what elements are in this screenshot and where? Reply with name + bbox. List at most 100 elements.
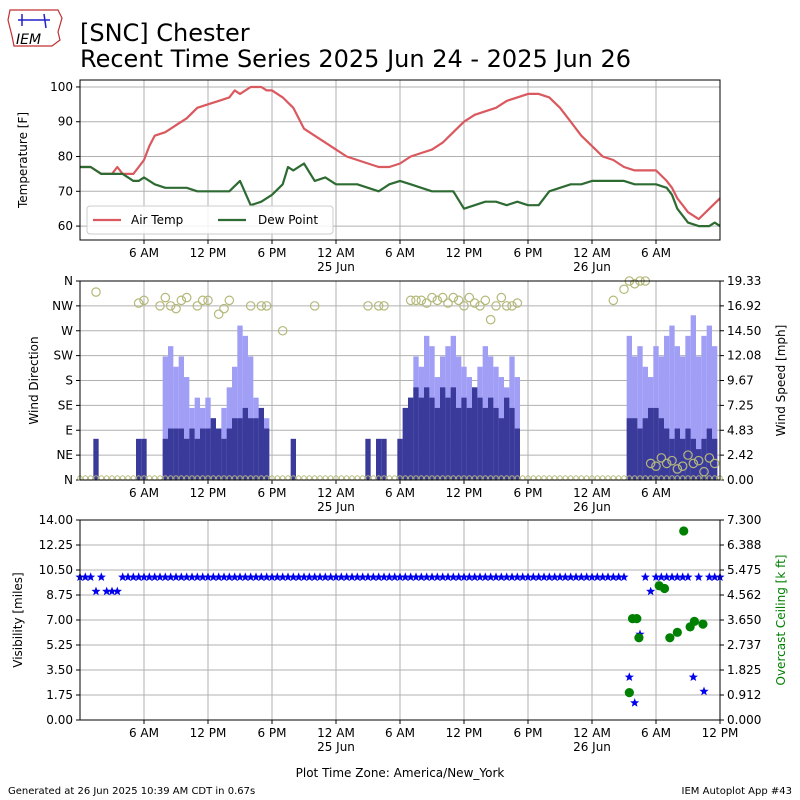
speed-bar bbox=[136, 438, 142, 480]
speed-bar bbox=[178, 428, 184, 480]
gust-bar bbox=[637, 346, 643, 480]
x-tick-label: 12 AM bbox=[317, 246, 355, 260]
visibility-marker bbox=[123, 572, 133, 581]
visibility-marker bbox=[331, 572, 341, 581]
ceiling-marker bbox=[665, 633, 675, 643]
y-axis-label: Visibility [miles] bbox=[11, 572, 25, 667]
y2-axis-label: Wind Speed [mph] bbox=[774, 325, 788, 437]
x-tick-label: 12 PM bbox=[190, 486, 227, 500]
visibility-marker bbox=[235, 572, 245, 581]
visibility-marker bbox=[576, 572, 586, 581]
visibility-marker bbox=[208, 572, 218, 581]
wind-direction-marker bbox=[704, 453, 715, 463]
iem-logo: IEM bbox=[7, 9, 63, 48]
ceiling-marker bbox=[679, 526, 689, 536]
speed-bar bbox=[397, 438, 403, 480]
speed-bar bbox=[434, 407, 440, 480]
wind-direction-marker bbox=[203, 295, 213, 306]
visibility-marker bbox=[160, 572, 170, 581]
visibility-tick-label: 12.25 bbox=[39, 538, 73, 552]
visibility-marker bbox=[294, 572, 304, 581]
speed-bar bbox=[194, 438, 200, 480]
wind-direction-marker bbox=[443, 298, 453, 308]
speed-bar bbox=[632, 418, 638, 480]
speed-bar bbox=[290, 438, 296, 480]
visibility-marker bbox=[390, 572, 400, 581]
visibility-marker bbox=[614, 572, 624, 581]
speed-bar bbox=[456, 407, 462, 480]
visibility-marker bbox=[86, 572, 96, 581]
wind-direction-marker bbox=[480, 295, 491, 306]
visibility-marker bbox=[603, 572, 613, 581]
wind-direction-marker bbox=[432, 295, 443, 306]
visibility-marker bbox=[256, 572, 266, 581]
visibility-marker bbox=[523, 572, 533, 581]
y-tick-label: 100 bbox=[50, 80, 73, 94]
speed-bar bbox=[408, 397, 414, 480]
visibility-tick-label: 0.00 bbox=[46, 713, 73, 727]
ceiling-tick-label: 0.000 bbox=[727, 713, 761, 727]
visibility-marker bbox=[571, 572, 581, 581]
ceiling-marker bbox=[659, 583, 670, 594]
visibility-marker bbox=[283, 572, 293, 581]
wind-panel: N NE E SE S SW W NW N 0.00 2.42 4.83 7.25 9.67 12.08 14… bbox=[27, 274, 788, 514]
visibility-marker bbox=[336, 572, 346, 581]
gust-bar bbox=[712, 346, 718, 480]
visibility-marker bbox=[182, 572, 192, 581]
speed-bar bbox=[466, 407, 472, 480]
ceiling-tick-label: 0.912 bbox=[727, 688, 761, 702]
visibility-marker bbox=[694, 572, 704, 581]
speed-bar bbox=[674, 428, 680, 480]
visibility-marker bbox=[139, 572, 149, 581]
visibility-marker bbox=[102, 586, 112, 596]
direction-tick-label: NE bbox=[56, 448, 73, 462]
visibility-marker bbox=[555, 572, 565, 581]
speed-tick-label: 7.25 bbox=[727, 398, 754, 412]
speed-bar bbox=[242, 407, 248, 480]
plot-frame bbox=[79, 280, 721, 481]
x-tick-label: 6 PM bbox=[513, 726, 542, 740]
visibility-marker bbox=[710, 572, 720, 581]
x-tick-label: 6 AM bbox=[129, 246, 159, 260]
visibility-tick-label: 5.25 bbox=[46, 638, 73, 652]
wind-direction-marker bbox=[379, 301, 389, 311]
visibility-marker bbox=[150, 572, 160, 581]
x-tick-label: 6 AM bbox=[129, 486, 159, 500]
speed-bar bbox=[365, 438, 371, 480]
gust-bar bbox=[248, 356, 254, 480]
wind-direction-marker bbox=[171, 303, 181, 314]
wind-direction-marker bbox=[256, 301, 267, 311]
visibility-marker bbox=[262, 572, 272, 581]
wind-direction-marker bbox=[453, 295, 464, 306]
visibility-marker bbox=[166, 572, 176, 581]
x-tick-label: 6 PM bbox=[257, 726, 286, 740]
wind-direction-marker bbox=[133, 298, 144, 308]
x-tick-sublabel: 26 Jun bbox=[573, 260, 611, 274]
wind-direction-marker bbox=[165, 301, 176, 311]
wind-direction-marker bbox=[512, 298, 523, 308]
gust-bar bbox=[237, 325, 243, 480]
speed-tick-label: 19.33 bbox=[727, 274, 761, 288]
wind-direction-marker bbox=[197, 295, 208, 306]
speed-bar bbox=[168, 428, 174, 480]
wind-direction-marker bbox=[309, 301, 320, 311]
visibility-marker bbox=[683, 572, 693, 581]
speed-bar bbox=[162, 438, 168, 480]
visibility-marker bbox=[128, 572, 138, 581]
visibility-marker bbox=[80, 572, 90, 581]
x-tick-label: 12 PM bbox=[446, 726, 483, 740]
wind-direction-marker bbox=[661, 458, 672, 469]
speed-bar bbox=[642, 418, 648, 480]
gust-bar bbox=[696, 356, 702, 480]
visibility-tick-label: 14.00 bbox=[39, 513, 73, 527]
visibility-marker bbox=[619, 572, 629, 581]
visibility-marker bbox=[550, 572, 560, 581]
visibility-marker bbox=[384, 572, 394, 581]
ceiling-tick-label: 7.300 bbox=[727, 513, 761, 527]
speed-bar bbox=[173, 428, 179, 480]
x-tick-label: 6 PM bbox=[513, 486, 542, 500]
wind-direction-marker bbox=[656, 453, 667, 463]
x-tick-label: 6 AM bbox=[385, 486, 415, 500]
wind-direction-marker bbox=[464, 292, 475, 303]
